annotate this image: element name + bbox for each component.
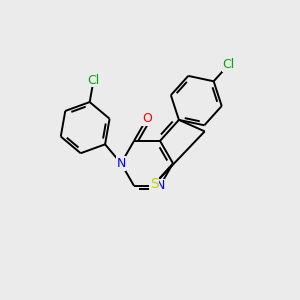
Text: N: N	[155, 179, 165, 192]
Text: O: O	[142, 112, 152, 125]
Text: Cl: Cl	[223, 58, 235, 71]
Text: Cl: Cl	[87, 74, 100, 87]
Text: S: S	[150, 177, 158, 191]
Text: N: N	[116, 157, 126, 170]
